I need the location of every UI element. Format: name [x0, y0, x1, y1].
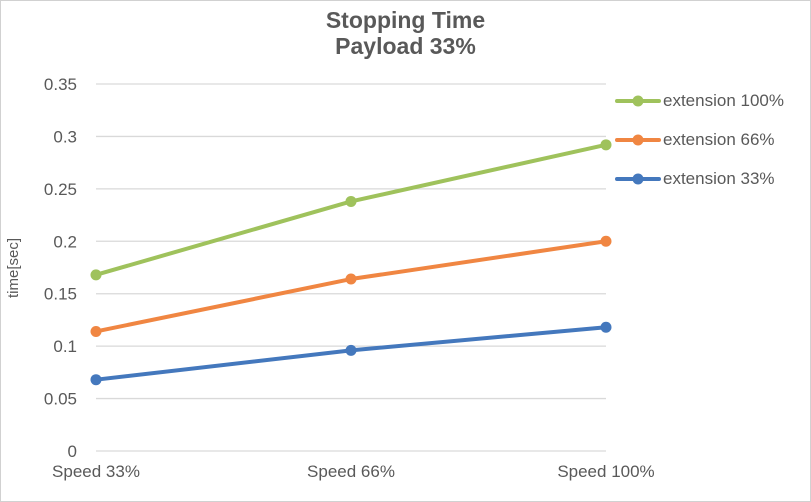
data-point-marker-extension-100: [600, 139, 612, 151]
x-tick-label: Speed 66%: [307, 462, 395, 481]
legend-label: extension 33%: [663, 168, 775, 188]
data-point-marker-extension-33: [90, 374, 102, 386]
legend-label: extension 66%: [663, 129, 775, 149]
legend-line-marker-icon: [615, 95, 661, 106]
x-tick-label: Speed 33%: [52, 462, 140, 481]
data-point-marker-extension-66: [600, 235, 612, 247]
y-tick-label: 0.05: [44, 390, 77, 409]
y-tick-label: 0.25: [44, 180, 77, 199]
data-point-marker-extension-100: [90, 269, 102, 281]
y-tick-label: 0.35: [44, 75, 77, 94]
data-point-marker-extension-66: [90, 325, 102, 337]
y-tick-label: 0.15: [44, 285, 77, 304]
legend-item-extension-100: extension 100%: [615, 81, 784, 120]
x-tick-label: Speed 100%: [557, 462, 654, 481]
legend-line-marker-icon: [615, 173, 661, 184]
data-point-marker-extension-33: [345, 344, 357, 356]
data-point-marker-extension-66: [345, 273, 357, 285]
legend-label: extension 100%: [663, 90, 784, 110]
data-point-marker-extension-33: [600, 321, 612, 333]
legend-item-extension-66: extension 66%: [615, 120, 784, 159]
legend-dot-icon: [632, 134, 644, 145]
legend-line-marker-icon: [615, 134, 661, 145]
series-line-extension-100: [94, 142, 608, 277]
legend-item-extension-33: extension 33%: [615, 159, 784, 198]
legend: extension 100% extension 66% extension 33%: [615, 81, 784, 198]
y-tick-label: 0.2: [53, 232, 77, 251]
legend-dot-icon: [632, 173, 644, 184]
y-tick-label: 0.3: [53, 127, 77, 146]
y-tick-label: 0: [68, 442, 77, 461]
y-axis-title: time[sec]: [5, 238, 22, 298]
legend-dot-icon: [632, 95, 644, 106]
data-point-marker-extension-100: [345, 195, 357, 207]
y-tick-label: 0.1: [53, 337, 77, 356]
